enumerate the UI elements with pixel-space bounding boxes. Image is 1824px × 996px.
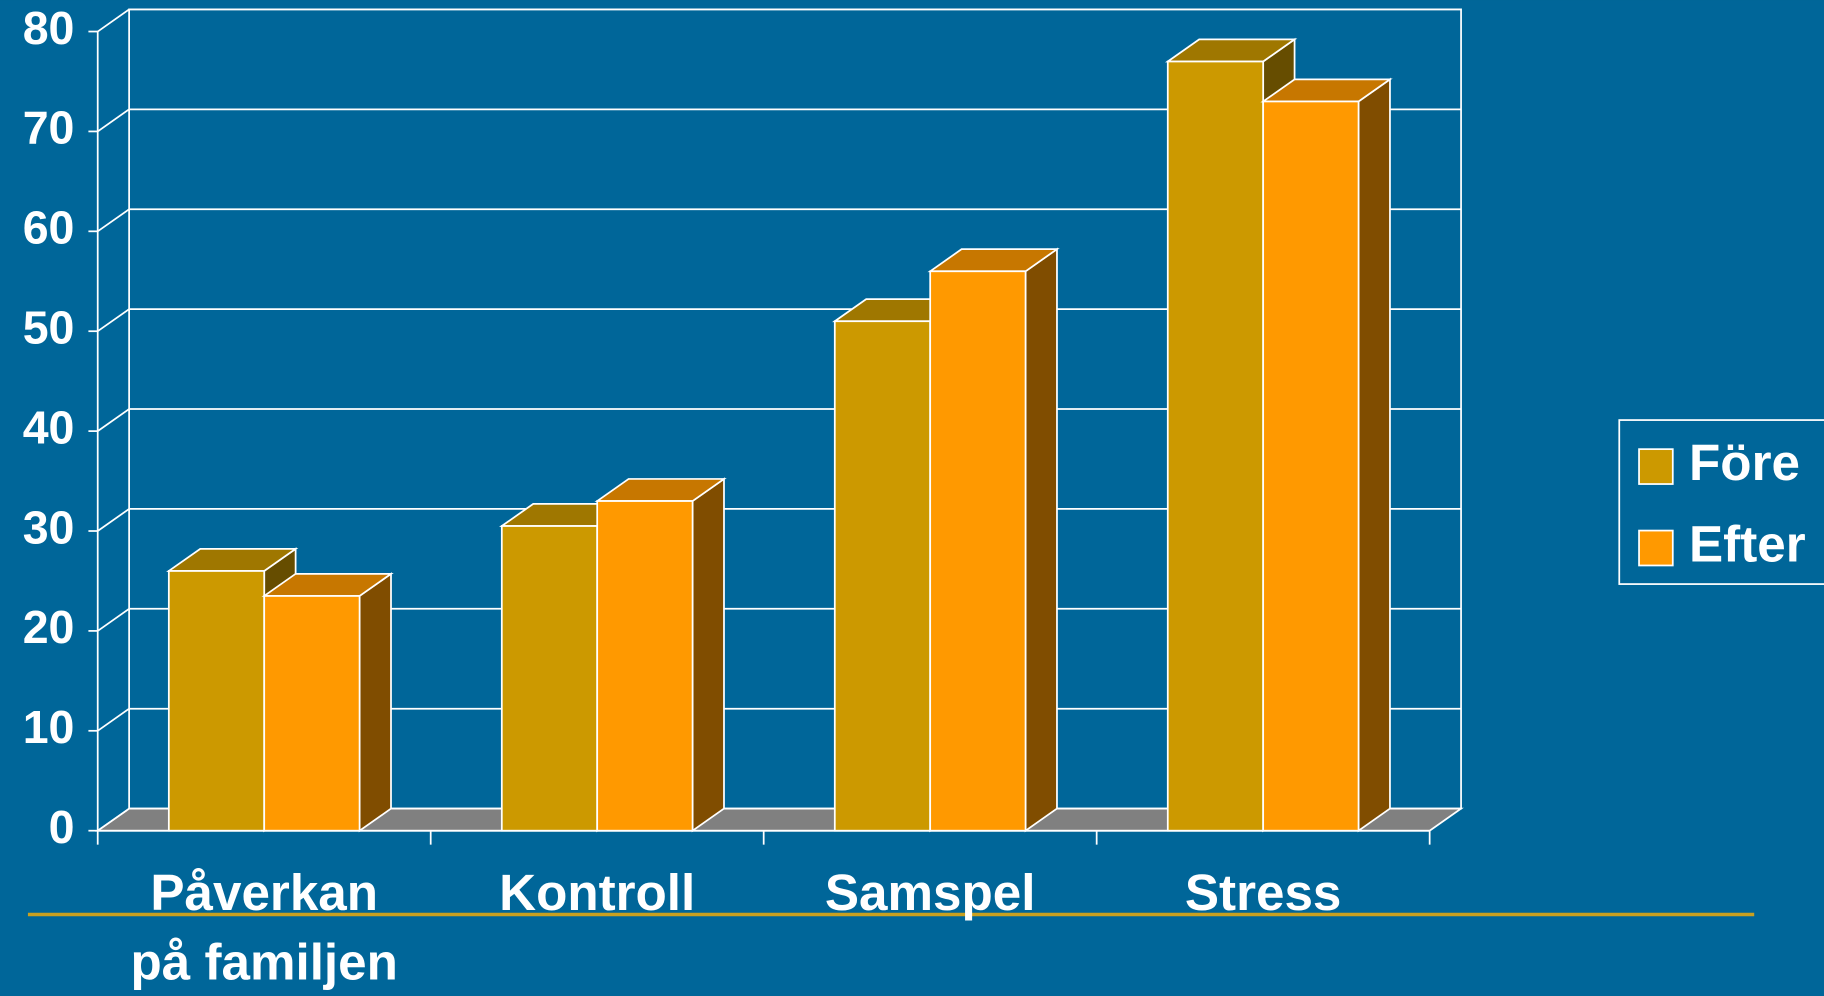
grid-line [97, 8, 1462, 33]
y-tick-label: 80 [23, 2, 75, 54]
bar [500, 525, 599, 832]
legend-box [1618, 419, 1824, 585]
y-tick-label: 60 [23, 202, 75, 254]
y-tick-label: 0 [49, 801, 75, 853]
legend-swatch [1638, 529, 1674, 567]
y-tick-label: 30 [23, 501, 75, 553]
bar [596, 500, 694, 832]
y-tick-label: 40 [23, 401, 75, 453]
bar [833, 320, 932, 832]
y-tick-label: 20 [23, 601, 75, 653]
bar-side [1357, 77, 1391, 833]
bar [1262, 100, 1360, 832]
y-tick-label: 70 [23, 102, 75, 154]
bar [1166, 60, 1265, 832]
bar-side [358, 572, 392, 833]
legend-swatch [1638, 448, 1674, 485]
x-tick-label: Kontroll [499, 863, 695, 920]
y-tick-label: 10 [23, 701, 75, 753]
x-tick-label: Påverkan på familjen [131, 863, 398, 990]
legend-label: Efter [1689, 516, 1806, 573]
bar [167, 570, 266, 832]
bar [263, 595, 361, 832]
bar-side [691, 477, 725, 833]
y-tick-label: 50 [23, 302, 75, 354]
grid-line [97, 108, 1462, 133]
bar [929, 270, 1027, 832]
legend-label: Före [1689, 434, 1800, 491]
bar-side [1024, 247, 1058, 833]
grid-line [97, 208, 1462, 233]
x-tick-label: Samspel [825, 863, 1035, 920]
x-tick-label: Stress [1185, 863, 1341, 920]
